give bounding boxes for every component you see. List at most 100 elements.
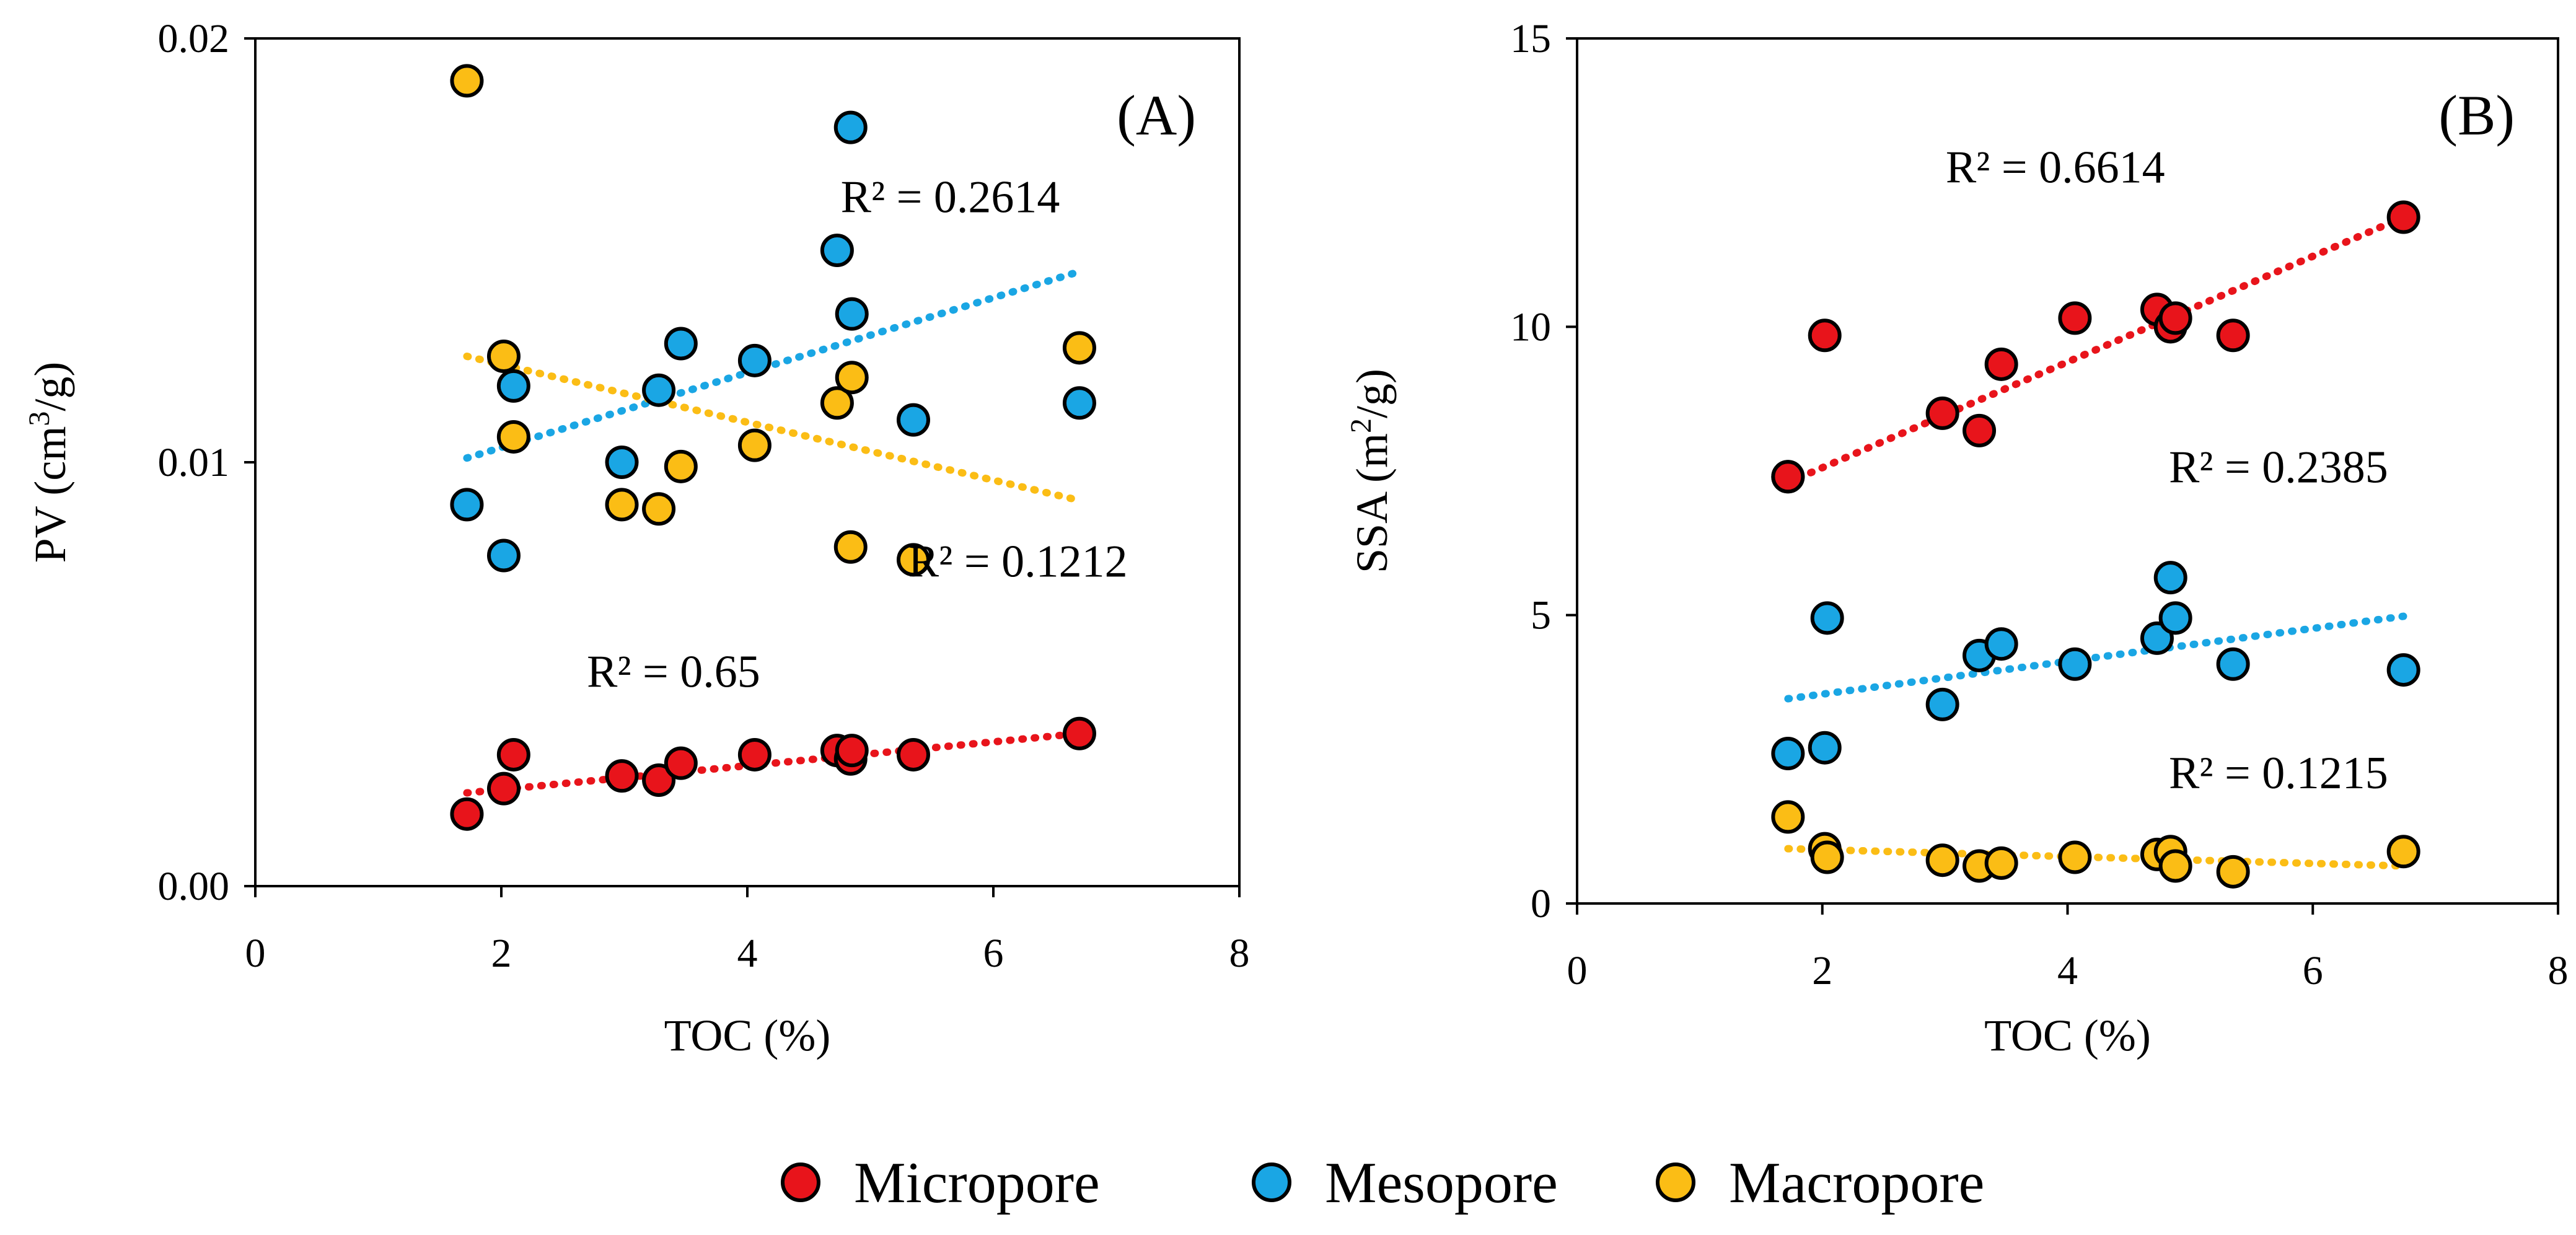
trendline-macropore-b xyxy=(1784,845,2407,870)
point-macropore-b-0 xyxy=(1771,800,1805,834)
x-tick-label-a-4: 8 xyxy=(1229,931,1250,976)
point-mesopore-b-6 xyxy=(2058,647,2092,681)
point-micropore-b-10 xyxy=(2386,200,2420,234)
point-micropore-a-0 xyxy=(450,797,484,831)
x-tick-label-a-2: 4 xyxy=(737,931,758,976)
point-mesopore-b-7 xyxy=(2140,621,2174,655)
trendline-mesopore-a xyxy=(463,268,1083,462)
r-squared-micropore-b: R² = 0.6614 xyxy=(1946,143,2165,193)
point-mesopore-b-2 xyxy=(1810,601,1844,635)
point-macropore-a-11 xyxy=(1062,331,1096,365)
point-micropore-a-4 xyxy=(642,763,676,797)
point-micropore-b-11 xyxy=(1771,460,1805,494)
point-mesopore-b-11 xyxy=(2386,653,2420,687)
y-tick-label-b-3: 15 xyxy=(1510,16,1551,61)
y-tick-label-a-2: 0.02 xyxy=(158,16,230,61)
trendline-micropore-b xyxy=(1784,213,2407,486)
r-squared-mesopore-b: R² = 0.2385 xyxy=(2169,442,2388,493)
point-mesopore-a-9 xyxy=(835,297,869,331)
point-mesopore-b-9 xyxy=(2158,601,2192,635)
x-tick-label-b-1: 2 xyxy=(1812,948,1832,993)
panel-a-pore-volume: 0 2 4 6 8 0.00 0.01 0.02 TOC (%) PV (cm3/g) (A) R² … xyxy=(23,16,1250,1060)
point-macropore-b-6 xyxy=(2058,840,2092,874)
point-macropore-a-2 xyxy=(496,420,530,454)
point-micropore-b-3 xyxy=(1963,413,1997,447)
point-macropore-b-3 xyxy=(1925,843,1959,877)
x-axis-title-b: TOC (%) xyxy=(1984,1011,2151,1060)
legend-marker-macropore xyxy=(1656,1162,1695,1202)
legend-marker-micropore xyxy=(781,1162,820,1202)
point-mesopore-a-6 xyxy=(737,343,771,377)
point-mesopore-a-3 xyxy=(605,446,639,479)
x-tick-label-a-1: 2 xyxy=(491,931,512,976)
point-macropore-a-10 xyxy=(896,543,930,577)
point-mesopore-a-5 xyxy=(664,327,698,361)
x-tick-label-a-0: 0 xyxy=(245,931,266,976)
point-mesopore-b-8 xyxy=(2153,561,2187,595)
x-tick-label-b-0: 0 xyxy=(1567,948,1588,993)
point-micropore-a-10 xyxy=(896,737,930,771)
legend-label-macropore: Macropore xyxy=(1729,1151,1984,1215)
point-micropore-a-11 xyxy=(1062,716,1096,750)
point-micropore-a-3 xyxy=(605,759,639,793)
point-mesopore-b-10 xyxy=(2216,647,2250,681)
r-squared-mesopore-a: R² = 0.2614 xyxy=(841,172,1060,222)
legend-item-micropore: Micropore xyxy=(781,1151,1100,1215)
point-macropore-b-10 xyxy=(2216,855,2250,889)
point-micropore-b-5 xyxy=(2058,301,2092,335)
point-micropore-a-5 xyxy=(664,746,698,780)
point-mesopore-b-0 xyxy=(1771,737,1805,771)
point-macropore-a-1 xyxy=(486,340,521,373)
x-tick-label-b-4: 8 xyxy=(2548,948,2569,993)
point-mesopore-b-3 xyxy=(1925,687,1959,721)
point-micropore-b-2 xyxy=(1925,396,1959,430)
r-squared-macropore-b: R² = 0.1215 xyxy=(2169,748,2388,799)
legend-label-mesopore: Mesopore xyxy=(1325,1151,1558,1215)
point-macropore-b-5 xyxy=(1984,846,2018,880)
point-micropore-a-2 xyxy=(496,737,530,771)
legend-marker-mesopore xyxy=(1252,1162,1291,1202)
point-macropore-b-2 xyxy=(1810,840,1844,874)
y-tick-label-b-2: 10 xyxy=(1510,304,1551,349)
y-tick-label-b-0: 0 xyxy=(1531,881,1551,926)
point-macropore-a-0 xyxy=(450,64,484,98)
trendline-macropore-a xyxy=(463,353,1083,504)
point-macropore-a-4 xyxy=(642,492,676,526)
point-macropore-a-9 xyxy=(835,361,869,395)
x-tick-label-b-2: 4 xyxy=(2057,948,2078,993)
y-tick-label-b-1: 5 xyxy=(1531,593,1551,638)
point-mesopore-a-8 xyxy=(833,110,868,144)
point-mesopore-b-5 xyxy=(1984,627,2018,661)
y-axis-title-b: SSA (m2/g) xyxy=(1345,369,1397,573)
point-mesopore-a-10 xyxy=(896,403,930,437)
y-tick-label-a-0: 0.00 xyxy=(158,864,230,909)
point-mesopore-a-1 xyxy=(486,538,521,573)
point-micropore-a-6 xyxy=(737,737,771,771)
legend: Micropore Mesopore Macropore xyxy=(781,1151,1984,1215)
point-macropore-b-11 xyxy=(2386,835,2420,869)
point-macropore-a-3 xyxy=(605,488,639,522)
point-macropore-a-8 xyxy=(833,530,868,564)
y-tick-label-a-1: 0.01 xyxy=(158,440,230,485)
point-micropore-b-8 xyxy=(2158,301,2192,335)
point-mesopore-a-4 xyxy=(642,373,676,407)
x-axis-title-a: TOC (%) xyxy=(664,1011,831,1060)
panel-b-specific-surface-area: 0 2 4 6 8 0 5 10 15 TOC (%) SSA (m2/g) (B) R² = 0.66… xyxy=(1345,16,2569,1060)
r-squared-macropore-a: R² = 0.1212 xyxy=(908,537,1128,587)
point-micropore-b-1 xyxy=(1808,319,1842,353)
legend-item-macropore: Macropore xyxy=(1656,1151,1984,1215)
y-axis-title-a: PV (cm3/g) xyxy=(23,362,76,563)
legend-label-micropore: Micropore xyxy=(854,1151,1100,1215)
point-macropore-a-6 xyxy=(737,428,771,462)
trendline-mesopore-b xyxy=(1784,612,2407,703)
point-micropore-b-9 xyxy=(2216,319,2250,353)
point-macropore-a-5 xyxy=(664,449,698,483)
point-micropore-a-1 xyxy=(486,771,521,806)
point-micropore-b-4 xyxy=(1984,347,2018,381)
point-mesopore-a-11 xyxy=(1062,386,1096,420)
point-macropore-b-9 xyxy=(2158,849,2192,883)
trendline-micropore-a xyxy=(463,729,1083,797)
panel-label-a: (A) xyxy=(1117,84,1196,147)
legend-item-mesopore: Mesopore xyxy=(1252,1151,1558,1215)
